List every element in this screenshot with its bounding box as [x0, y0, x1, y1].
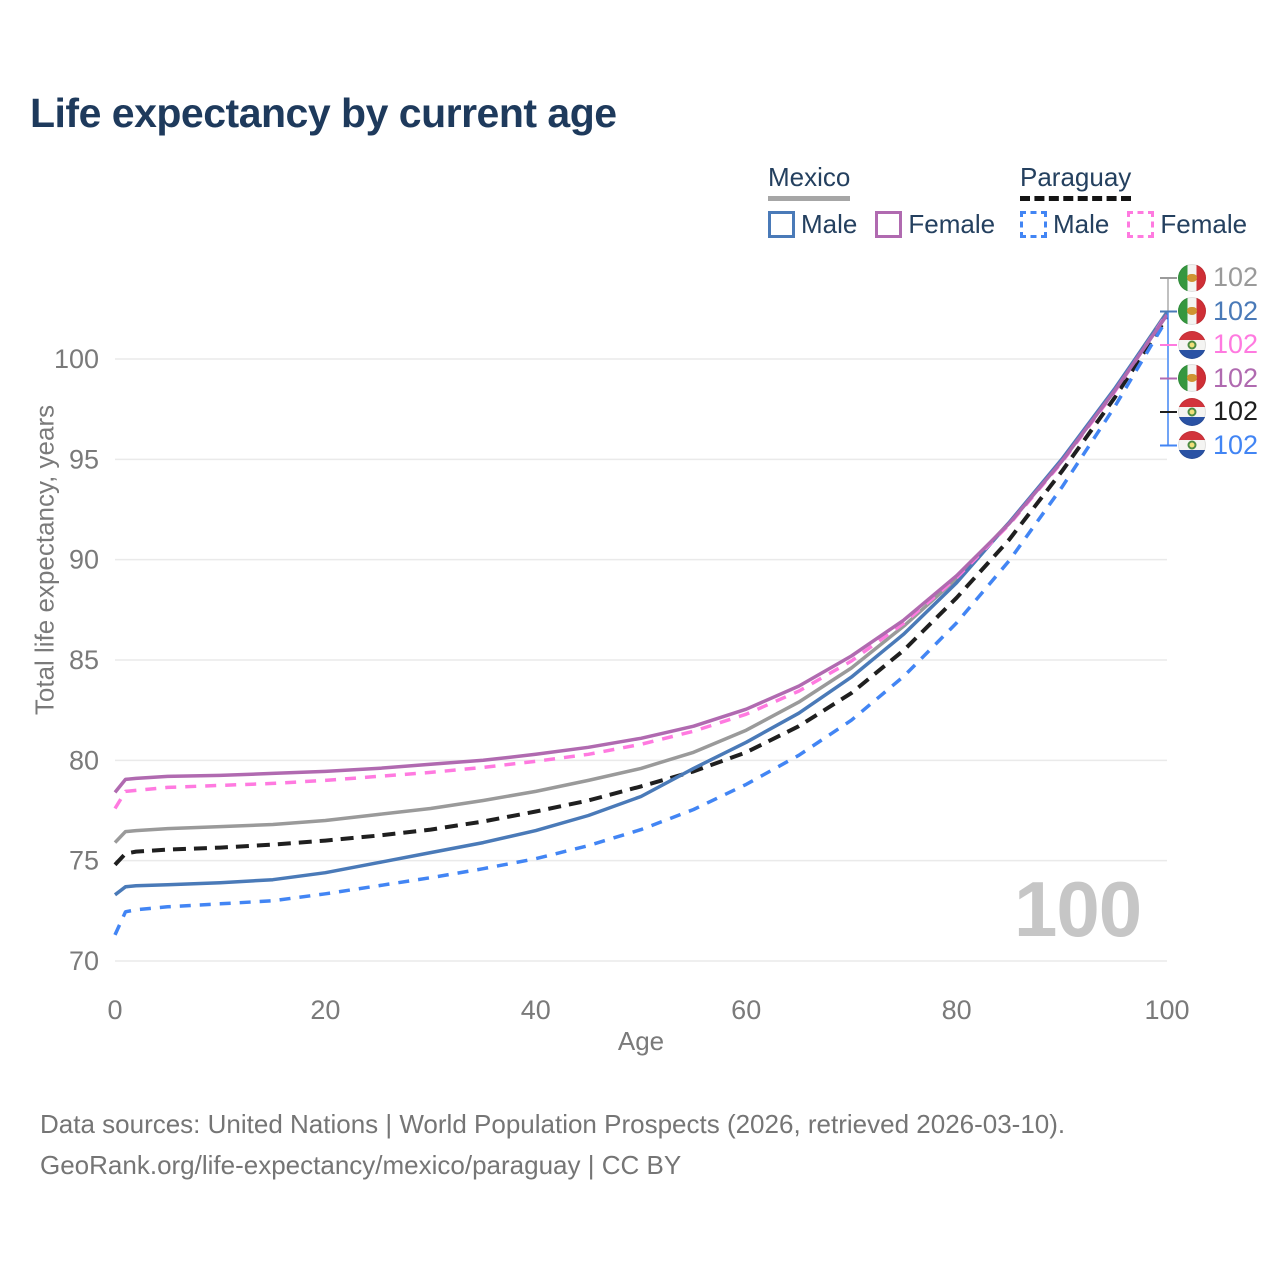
series-end-labels: 102 102 102 102 102 102 — [1178, 261, 1258, 462]
legend-item-mexico-male[interactable]: Male — [768, 209, 857, 240]
x-tick-label-20: 20 — [310, 995, 340, 1025]
end-label-value: 102 — [1213, 429, 1259, 460]
y-tick-label-75: 75 — [69, 846, 99, 876]
y-tick-label-85: 85 — [69, 645, 99, 675]
mexico-female-swatch-icon — [875, 211, 903, 238]
end-label-value: 102 — [1213, 262, 1259, 293]
age-counter-watermark: 100 — [1014, 865, 1142, 953]
footer-attribution: Data sources: United Nations | World Pop… — [40, 1104, 1065, 1186]
end-label-paraguay_male: 102 — [1178, 429, 1258, 463]
end-label-paraguay_female: 102 — [1178, 328, 1258, 362]
paraguay-flag-icon — [1178, 431, 1206, 460]
end-label-value: 102 — [1213, 396, 1259, 427]
series-line-paraguay_male — [113, 318, 1169, 936]
x-tick-label-60: 60 — [731, 995, 761, 1025]
y-tick-label-80: 80 — [69, 745, 99, 775]
paraguay-flag-icon — [1178, 330, 1206, 359]
mexico-flag-icon — [1178, 263, 1206, 292]
page-title: Life expectancy by current age — [30, 90, 617, 136]
y-tick-label-100: 100 — [54, 344, 99, 374]
end-label-value: 102 — [1213, 329, 1259, 360]
legend-title-mexico: Mexico — [768, 162, 851, 201]
legend-label-mexico-male: Male — [801, 209, 858, 239]
series-line-mexico_female — [113, 313, 1169, 794]
footer-line-2: GeoRank.org/life-expectancy/mexico/parag… — [40, 1150, 682, 1180]
end-label-value: 102 — [1213, 295, 1259, 326]
y-tick-label-70: 70 — [69, 946, 99, 976]
legend-item-mexico-female[interactable]: Female — [875, 209, 995, 240]
end-label-mexico_male: 102 — [1178, 295, 1258, 329]
mexico-male-swatch-icon — [768, 211, 795, 238]
end-label-mexico_female: 102 — [1178, 362, 1258, 396]
legend-group-paraguay: Paraguay Male Female — [1020, 162, 1247, 240]
paraguay-male-swatch-icon — [1020, 211, 1047, 238]
end-label-paraguay_total: 102 — [1178, 395, 1258, 429]
y-axis-title: Total life expectancy, years — [29, 404, 60, 716]
paraguay-flag-icon — [1178, 397, 1206, 426]
x-axis-title: Age — [617, 1026, 665, 1056]
mexico-flag-icon — [1178, 297, 1206, 326]
legend-label-paraguay-male: Male — [1053, 209, 1110, 239]
legend-title-paraguay: Paraguay — [1020, 162, 1132, 201]
legend-item-paraguay-male[interactable]: Male — [1020, 209, 1109, 240]
series-line-mexico_total — [113, 310, 1169, 844]
legend-item-paraguay-female[interactable]: Female — [1127, 209, 1247, 240]
x-tick-label-100: 100 — [1144, 995, 1189, 1025]
x-tick-label-80: 80 — [942, 995, 972, 1025]
legend-label-mexico-female: Female — [908, 209, 996, 239]
series-line-paraguay_female — [113, 312, 1169, 810]
end-label-mexico_total: 102 — [1178, 261, 1258, 295]
legend-group-mexico: Mexico Male Female — [768, 162, 995, 240]
x-tick-label-40: 40 — [521, 995, 551, 1025]
y-tick-label-95: 95 — [69, 444, 99, 474]
x-tick-label-0: 0 — [107, 995, 122, 1025]
series-line-paraguay_total — [113, 315, 1169, 867]
series-line-mexico_male — [113, 311, 1169, 897]
mexico-flag-icon — [1178, 364, 1206, 393]
paraguay-female-swatch-icon — [1127, 211, 1155, 238]
y-tick-label-90: 90 — [69, 545, 99, 575]
end-label-value: 102 — [1213, 362, 1259, 393]
legend-label-paraguay-female: Female — [1160, 209, 1248, 239]
footer-line-1: Data sources: United Nations | World Pop… — [40, 1109, 1066, 1139]
